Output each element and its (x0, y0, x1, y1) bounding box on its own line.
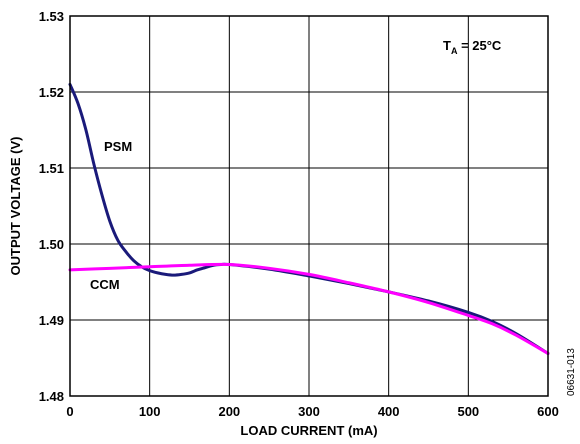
y-tick-labels: 1.48 1.49 1.50 1.51 1.52 1.53 (39, 9, 64, 404)
y-tick-label: 1.48 (39, 389, 64, 404)
x-axis-title: LOAD CURRENT (mA) (240, 423, 377, 438)
series-line-ccm (68, 262, 550, 355)
y-axis-title: OUTPUT VOLTAGE (V) (8, 137, 23, 276)
y-tick-label: 1.50 (39, 237, 64, 252)
y-tick-label: 1.49 (39, 313, 64, 328)
y-tick-label: 1.52 (39, 85, 64, 100)
plot-frame (69, 15, 549, 397)
series-label-psm: PSM (104, 139, 132, 154)
y-tick-label: 1.51 (39, 161, 64, 176)
series-lines (68, 82, 550, 355)
x-tick-labels: 0 100 200 300 400 500 600 (66, 404, 558, 419)
x-tick-label: 100 (139, 404, 161, 419)
temperature-annotation: TA = 25°C (443, 38, 502, 56)
grid (70, 16, 548, 396)
figure-id: 06631-013 (566, 348, 577, 396)
x-tick-label: 400 (378, 404, 400, 419)
series-label-ccm: CCM (90, 277, 120, 292)
x-tick-label: 0 (66, 404, 73, 419)
x-tick-label: 200 (218, 404, 240, 419)
y-tick-label: 1.53 (39, 9, 64, 24)
x-tick-label: 600 (537, 404, 559, 419)
x-tick-label: 500 (457, 404, 479, 419)
x-tick-label: 300 (298, 404, 320, 419)
